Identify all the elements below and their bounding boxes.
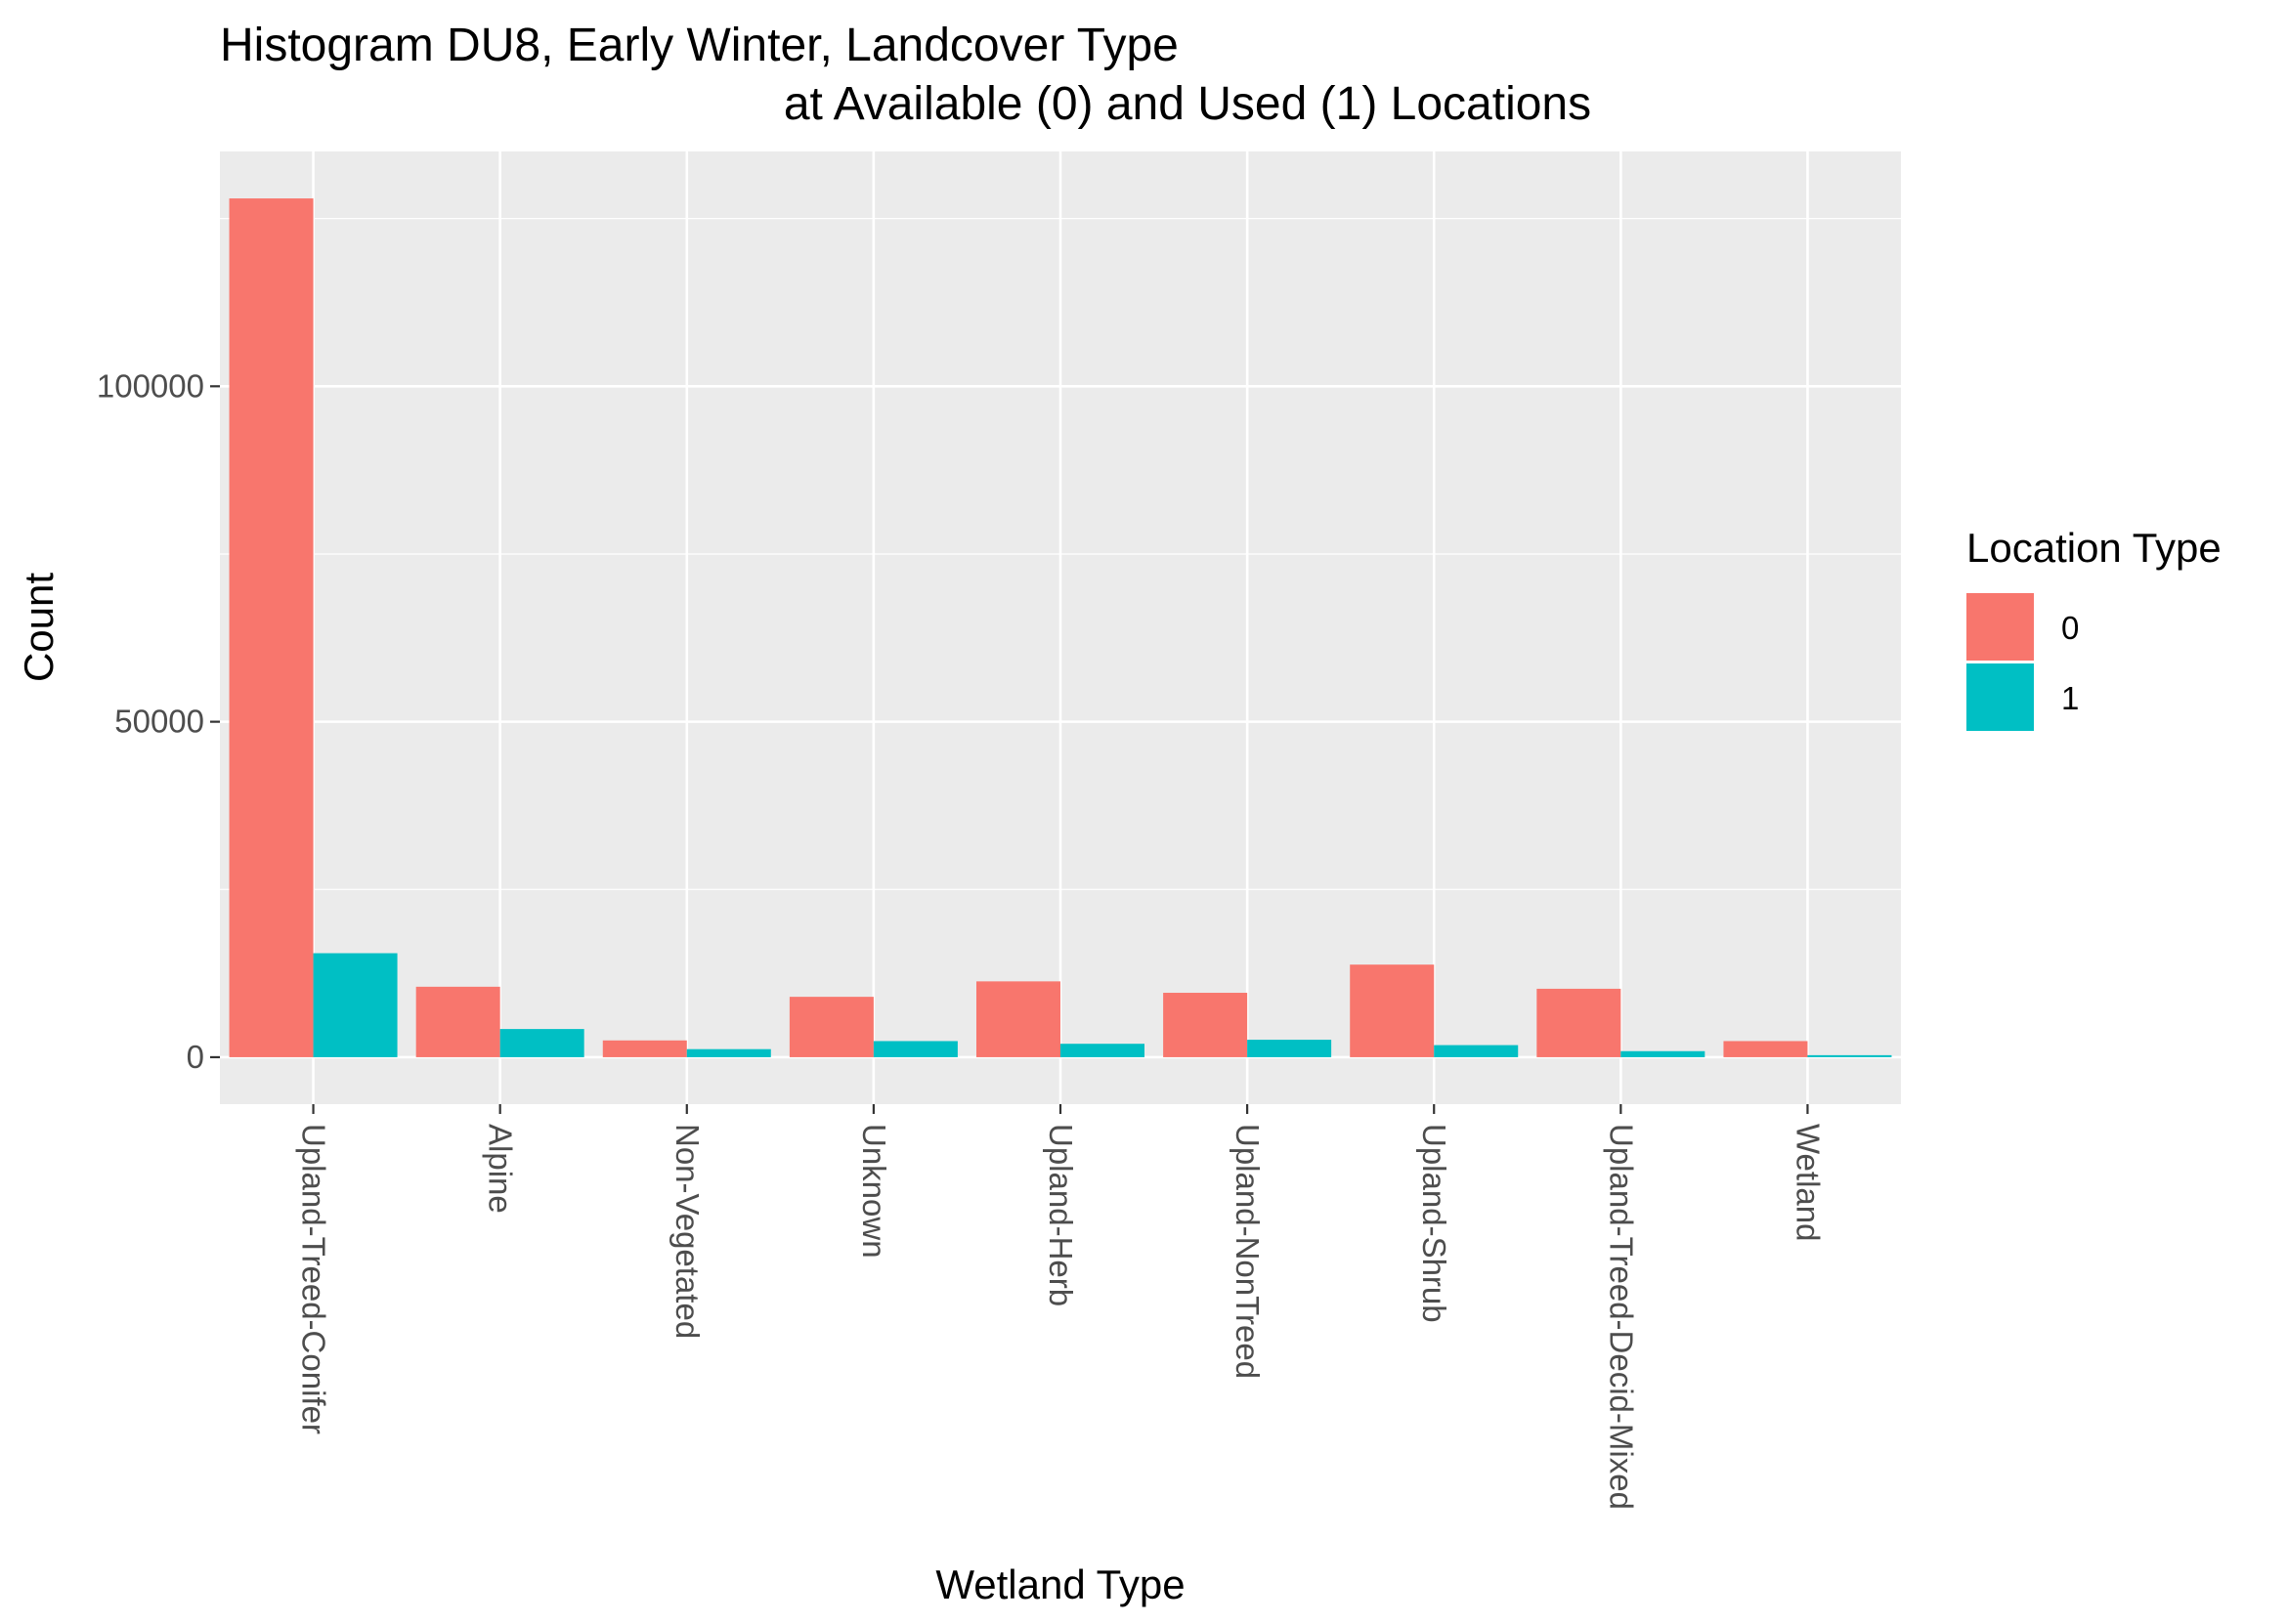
y-axis-title: Count	[16, 573, 62, 682]
y-tick-label: 0	[187, 1039, 204, 1075]
bar-series-1	[686, 1048, 771, 1057]
bar-series-0	[789, 997, 874, 1057]
bar-series-1	[499, 1029, 584, 1057]
chart-title-line1: Histogram DU8, Early Winter, Landcover T…	[220, 20, 1179, 71]
bar-series-1	[1434, 1045, 1519, 1057]
x-tick-label: Upland-Shrub	[1416, 1124, 1452, 1323]
legend-title: Location Type	[1966, 525, 2222, 571]
x-tick-label: Non-Vegetated	[669, 1124, 706, 1339]
x-tick-label: Upland-Treed-Conifer	[296, 1124, 332, 1434]
bar-series-1	[1247, 1040, 1332, 1057]
bar-series-1	[1807, 1054, 1892, 1057]
x-axis-title: Wetland Type	[935, 1561, 1185, 1607]
x-tick-label: Upland-NonTreed	[1230, 1124, 1266, 1379]
x-tick-label: Upland-Herb	[1043, 1124, 1079, 1306]
bar-series-0	[976, 981, 1060, 1057]
grid-lines	[220, 151, 1901, 1104]
bar-series-1	[313, 953, 398, 1057]
x-tick-label: Upland-Treed-Decid-Mixed	[1603, 1124, 1639, 1510]
axes: 0 50000 100000 Upland-Treed-Conifer Alpine No…	[97, 367, 1827, 1510]
legend-key-0	[1966, 593, 2034, 661]
legend-label-0: 0	[2061, 610, 2079, 646]
bar-series-0	[229, 198, 314, 1057]
bar-series-1	[1060, 1044, 1144, 1057]
legend-label-1: 1	[2061, 680, 2079, 716]
x-tick-label: Alpine	[483, 1124, 519, 1214]
bar-series-1	[873, 1041, 958, 1057]
bar-series-0	[602, 1040, 687, 1057]
bar-series-0	[1350, 964, 1435, 1057]
y-tick-label: 100000	[97, 367, 204, 404]
bars	[229, 198, 1892, 1057]
legend: Location Type 0 1	[1966, 525, 2222, 731]
bar-series-0	[1163, 993, 1248, 1057]
legend-key-1	[1966, 663, 2034, 731]
x-tick-label: Unknown	[856, 1124, 892, 1259]
y-tick-label: 50000	[114, 704, 204, 740]
bar-series-0	[415, 986, 500, 1057]
chart-title-line2: at Available (0) and Used (1) Locations	[784, 78, 1591, 130]
bar-series-0	[1723, 1041, 1808, 1057]
x-tick-label: Wetland	[1790, 1124, 1826, 1241]
bar-series-1	[1620, 1050, 1705, 1057]
bar-series-0	[1536, 988, 1621, 1057]
